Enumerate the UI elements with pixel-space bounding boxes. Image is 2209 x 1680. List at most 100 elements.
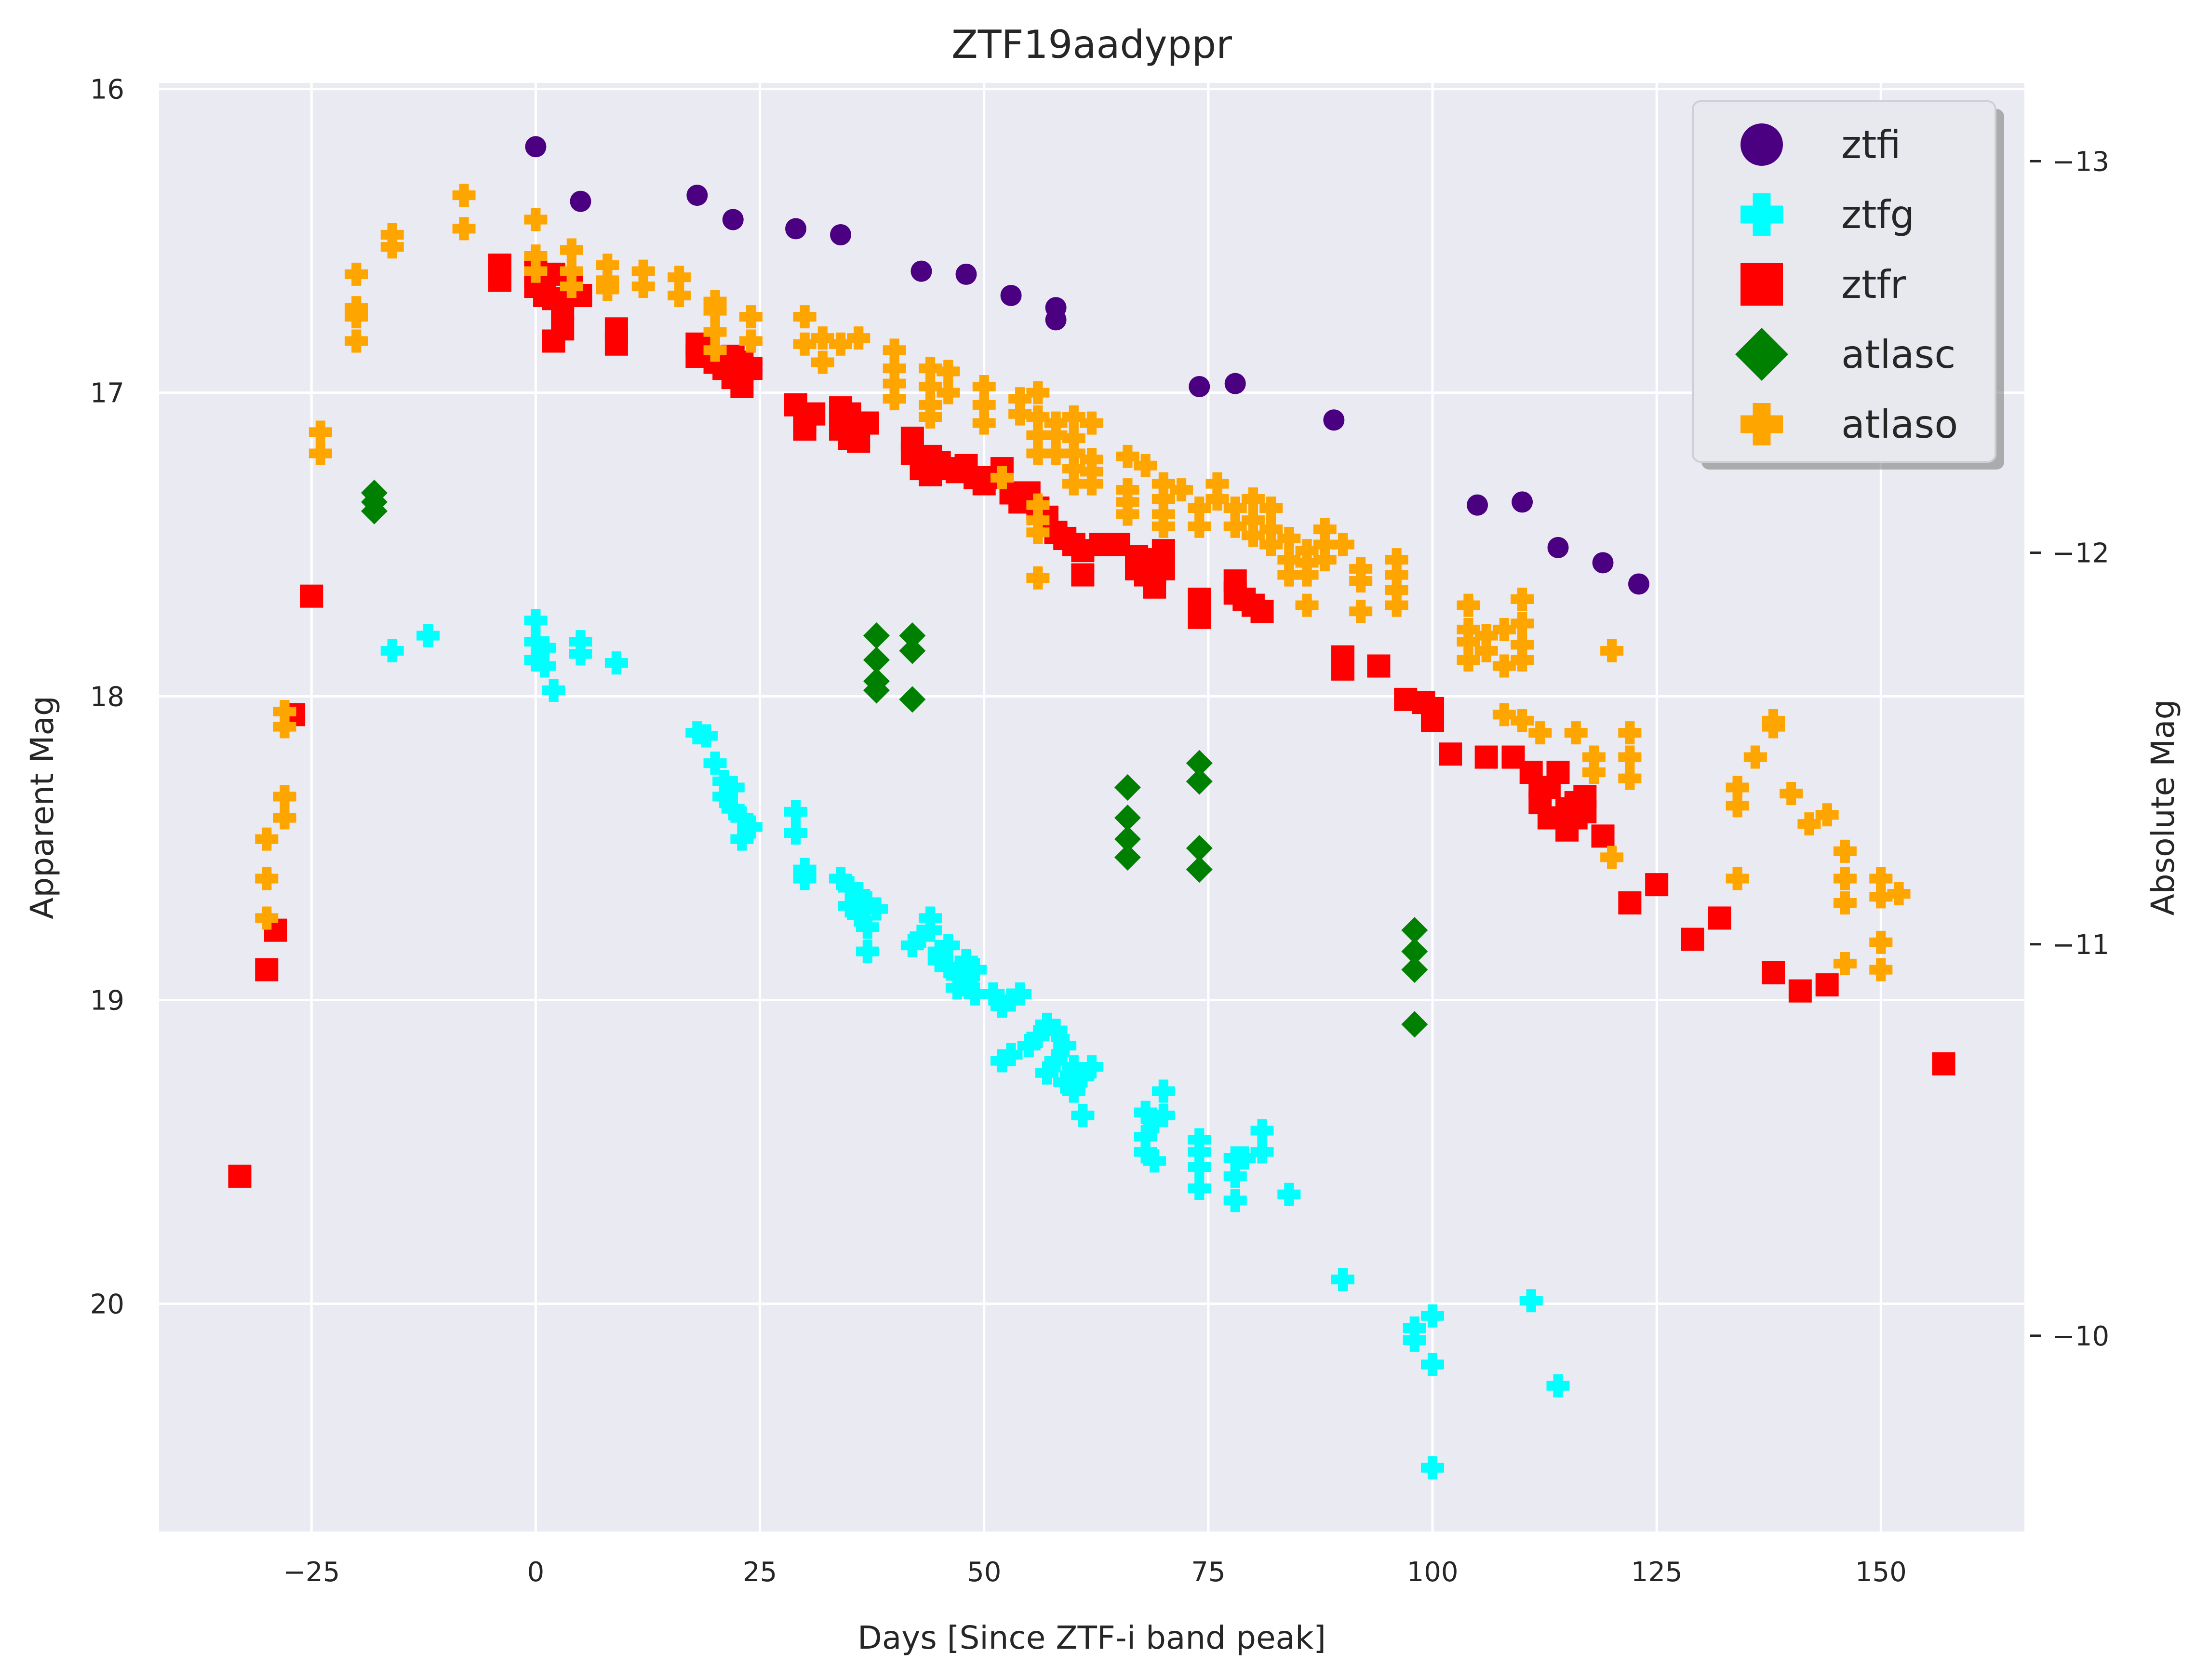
point-ztfg bbox=[784, 821, 808, 845]
point-ztfg bbox=[945, 964, 969, 988]
point-atlaso bbox=[596, 278, 619, 301]
point-atlaso bbox=[1457, 648, 1480, 672]
point-atlaso bbox=[1618, 745, 1642, 769]
legend-marker-atlaso bbox=[1740, 403, 1783, 446]
point-atlasc bbox=[1401, 938, 1428, 965]
point-ztfi bbox=[1547, 537, 1569, 558]
point-ztfi bbox=[1323, 409, 1345, 431]
point-ztfg bbox=[712, 785, 736, 808]
point-ztfi bbox=[955, 263, 977, 285]
point-atlaso bbox=[703, 299, 727, 323]
point-ztfg bbox=[910, 925, 933, 948]
point-atlaso bbox=[1618, 766, 1642, 790]
point-ztfg bbox=[1421, 1304, 1445, 1328]
series-ztfi bbox=[525, 136, 1649, 595]
point-ztfg bbox=[1277, 1183, 1301, 1206]
point-ztfg bbox=[694, 724, 718, 748]
point-atlaso bbox=[1134, 454, 1157, 477]
point-atlaso bbox=[919, 393, 942, 417]
point-ztfg bbox=[829, 867, 853, 890]
point-ztfg bbox=[856, 915, 879, 939]
point-ztfg bbox=[703, 752, 727, 775]
point-atlaso bbox=[1044, 442, 1068, 465]
point-atlaso bbox=[739, 329, 763, 353]
point-atlaso bbox=[1869, 885, 1893, 909]
point-atlaso bbox=[452, 217, 476, 241]
point-ztfi bbox=[785, 218, 807, 240]
point-atlaso bbox=[883, 387, 906, 411]
point-atlaso bbox=[1044, 423, 1068, 447]
point-atlasc bbox=[1114, 774, 1141, 801]
legend-marker-ztfg bbox=[1740, 193, 1783, 236]
point-atlasc bbox=[899, 637, 926, 664]
point-ztfg bbox=[524, 630, 548, 654]
point-atlaso bbox=[1385, 563, 1408, 587]
point-atlaso bbox=[273, 785, 296, 808]
point-atlaso bbox=[972, 411, 996, 435]
point-ztfg bbox=[721, 797, 745, 820]
point-ztfg bbox=[964, 958, 987, 981]
legend-label-atlasc: atlasc bbox=[1841, 332, 1955, 377]
point-atlaso bbox=[811, 326, 834, 350]
point-atlasc bbox=[1186, 856, 1213, 883]
point-atlaso bbox=[255, 867, 279, 890]
point-atlaso bbox=[1313, 548, 1337, 572]
point-ztfg bbox=[937, 934, 960, 957]
point-ztfg bbox=[1519, 1289, 1543, 1313]
point-atlaso bbox=[1026, 381, 1050, 404]
point-atlaso bbox=[1080, 448, 1103, 471]
point-ztfi bbox=[570, 190, 591, 212]
point-ztfg bbox=[1188, 1177, 1211, 1200]
point-atlaso bbox=[631, 259, 655, 283]
x-tick-labels: −25 0 25 50 75 100 125 150 bbox=[283, 1557, 1907, 1588]
point-atlaso bbox=[1151, 502, 1175, 526]
point-atlaso bbox=[1151, 472, 1175, 496]
point-atlaso bbox=[1869, 867, 1893, 890]
point-atlaso bbox=[1833, 867, 1857, 890]
point-atlaso bbox=[972, 393, 996, 417]
point-ztfr bbox=[1188, 605, 1211, 629]
point-ztfg bbox=[919, 906, 942, 930]
point-ztfg bbox=[990, 995, 1014, 1018]
point-ztfg bbox=[1053, 1070, 1077, 1094]
point-atlaso bbox=[1295, 551, 1319, 575]
point-atlaso bbox=[452, 184, 476, 207]
point-atlaso bbox=[1062, 472, 1085, 496]
point-atlaso bbox=[524, 208, 548, 231]
point-atlaso bbox=[1241, 487, 1265, 511]
point-atlasc bbox=[863, 622, 890, 649]
point-atlaso bbox=[1277, 548, 1301, 572]
point-ztfr bbox=[802, 402, 826, 426]
point-atlaso bbox=[1062, 442, 1085, 465]
point-ztfr bbox=[1591, 824, 1615, 848]
point-ztfi bbox=[722, 209, 744, 230]
point-atlaso bbox=[1080, 472, 1103, 496]
point-ztfr bbox=[300, 584, 323, 608]
point-atlaso bbox=[1116, 502, 1139, 526]
x-tick-label: 100 bbox=[1407, 1557, 1459, 1588]
y2-tick-label: −10 bbox=[2052, 1321, 2109, 1352]
x-tick-label: 125 bbox=[1631, 1557, 1683, 1588]
point-atlaso bbox=[560, 238, 583, 262]
point-atlaso bbox=[1511, 587, 1534, 611]
point-ztfg bbox=[1044, 1049, 1068, 1073]
point-ztfg bbox=[739, 815, 763, 839]
x-tick-label: 50 bbox=[967, 1557, 1001, 1588]
point-atlaso bbox=[308, 420, 332, 444]
point-atlaso bbox=[1582, 761, 1606, 784]
point-ztfg bbox=[981, 982, 1005, 1006]
point-ztfr bbox=[1331, 657, 1354, 681]
point-atlaso bbox=[919, 357, 942, 380]
point-atlaso bbox=[1223, 496, 1247, 520]
y2-tick-label: −12 bbox=[2052, 538, 2109, 569]
point-atlaso bbox=[1259, 533, 1283, 556]
point-atlaso bbox=[1457, 630, 1480, 654]
point-atlaso bbox=[1385, 548, 1408, 572]
legend-marker-ztfr bbox=[1740, 263, 1783, 306]
point-atlaso bbox=[1080, 460, 1103, 484]
point-atlaso bbox=[1116, 490, 1139, 514]
point-ztfg bbox=[1035, 1012, 1058, 1036]
point-atlaso bbox=[972, 375, 996, 398]
point-atlasc bbox=[1401, 956, 1428, 983]
point-ztfr bbox=[1573, 800, 1597, 823]
